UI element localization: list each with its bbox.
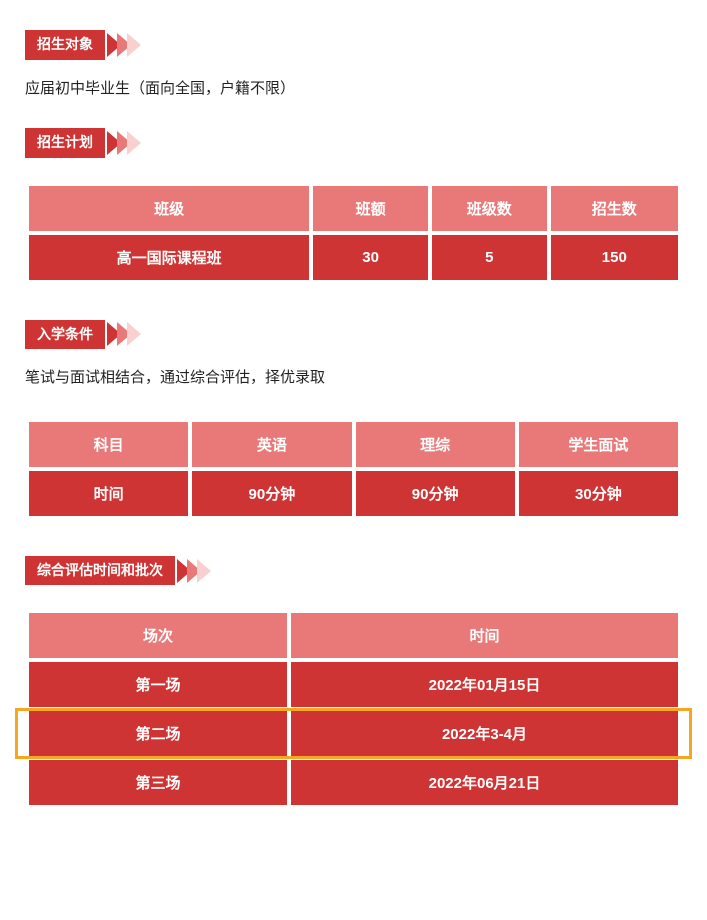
chevron-icon (127, 322, 141, 346)
table-cell: 2022年01月15日 (291, 662, 678, 707)
table-cell: 2022年3-4月 (291, 711, 678, 756)
schedule-table-wrap: 场次时间第一场2022年01月15日第二场2022年3-4月第三场2022年06… (25, 609, 682, 809)
table-header-cell: 时间 (291, 613, 678, 658)
section-header-conditions: 入学条件 (25, 320, 682, 350)
table-cell: 2022年06月21日 (291, 760, 678, 805)
table-header-cell: 招生数 (551, 186, 678, 231)
table-cell: 第二场 (29, 711, 287, 756)
table-cell: 时间 (29, 471, 188, 516)
table-cell: 150 (551, 235, 678, 280)
section-header-plan: 招生计划 (25, 128, 682, 158)
section-title: 招生对象 (25, 30, 105, 60)
table-header-cell: 科目 (29, 422, 188, 467)
table-row: 高一国际课程班305150 (29, 235, 678, 280)
table-cell: 30 (313, 235, 428, 280)
table-header-cell: 班级 (29, 186, 309, 231)
section-body-text: 笔试与面试相结合，通过综合评估，择优录取 (25, 367, 682, 390)
chevron-icon (197, 559, 211, 583)
plan-table: 班级班额班级数招生数高一国际课程班305150 (25, 182, 682, 284)
section-header-target: 招生对象 (25, 30, 682, 60)
table-cell: 90分钟 (192, 471, 351, 516)
table-row: 第三场2022年06月21日 (29, 760, 678, 805)
table-cell: 30分钟 (519, 471, 678, 516)
table-header-cell: 班额 (313, 186, 428, 231)
table-cell: 高一国际课程班 (29, 235, 309, 280)
schedule-table: 场次时间第一场2022年01月15日第二场2022年3-4月第三场2022年06… (25, 609, 682, 809)
chevron-icon (127, 33, 141, 57)
table-header-cell: 学生面试 (519, 422, 678, 467)
conditions-table: 科目英语理综学生面试时间90分钟90分钟30分钟 (25, 418, 682, 520)
table-header-cell: 班级数 (432, 186, 547, 231)
table-header-cell: 理综 (356, 422, 515, 467)
section-title: 综合评估时间和批次 (25, 556, 175, 586)
chevron-icon (127, 131, 141, 155)
table-row: 第一场2022年01月15日 (29, 662, 678, 707)
section-header-schedule: 综合评估时间和批次 (25, 556, 682, 586)
table-cell: 90分钟 (356, 471, 515, 516)
table-cell: 5 (432, 235, 547, 280)
table-header-cell: 英语 (192, 422, 351, 467)
table-cell: 第三场 (29, 760, 287, 805)
table-header-cell: 场次 (29, 613, 287, 658)
section-title: 入学条件 (25, 320, 105, 350)
table-row: 第二场2022年3-4月 (29, 711, 678, 756)
section-title: 招生计划 (25, 128, 105, 158)
section-body-text: 应届初中毕业生（面向全国，户籍不限） (25, 78, 682, 101)
table-cell: 第一场 (29, 662, 287, 707)
table-row: 时间90分钟90分钟30分钟 (29, 471, 678, 516)
